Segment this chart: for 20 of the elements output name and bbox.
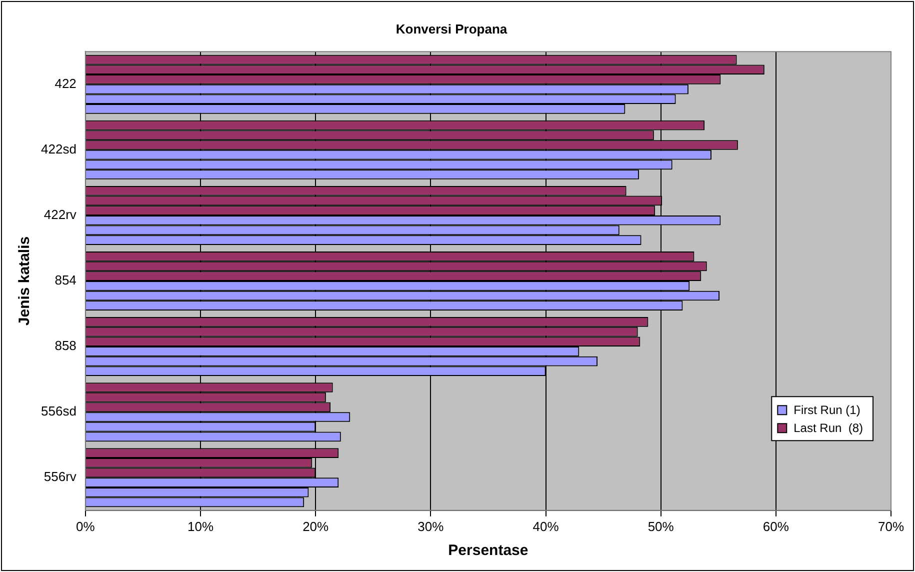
x-tick-label: 70% — [878, 518, 904, 534]
x-tick-label: 30% — [418, 518, 444, 534]
y-tick-label: 422sd — [41, 141, 76, 156]
x-tick-label: 60% — [762, 518, 790, 534]
y-tick-label: 556sd — [41, 404, 76, 419]
y-tick-label: 854 — [54, 272, 76, 288]
x-tick-label: 50% — [648, 518, 674, 534]
y-tick-label: 422rv — [44, 207, 77, 222]
x-axis-title: Persentase — [448, 542, 528, 560]
x-tick-label: 0% — [76, 518, 96, 534]
legend-label: Last Run (8) — [794, 420, 864, 435]
x-tick-label: 10% — [187, 518, 214, 534]
legend-label: First Run (1) — [794, 402, 860, 417]
chart-title: Konversi Propana — [396, 21, 508, 36]
y-tick-label: 422 — [54, 76, 76, 91]
y-axis-title: Jenis katalis — [16, 236, 34, 326]
x-tick-label: 20% — [302, 518, 330, 534]
y-tick-label: 858 — [54, 338, 76, 354]
y-tick-label: 556rv — [44, 469, 77, 484]
x-tick-label: 40% — [532, 518, 560, 534]
